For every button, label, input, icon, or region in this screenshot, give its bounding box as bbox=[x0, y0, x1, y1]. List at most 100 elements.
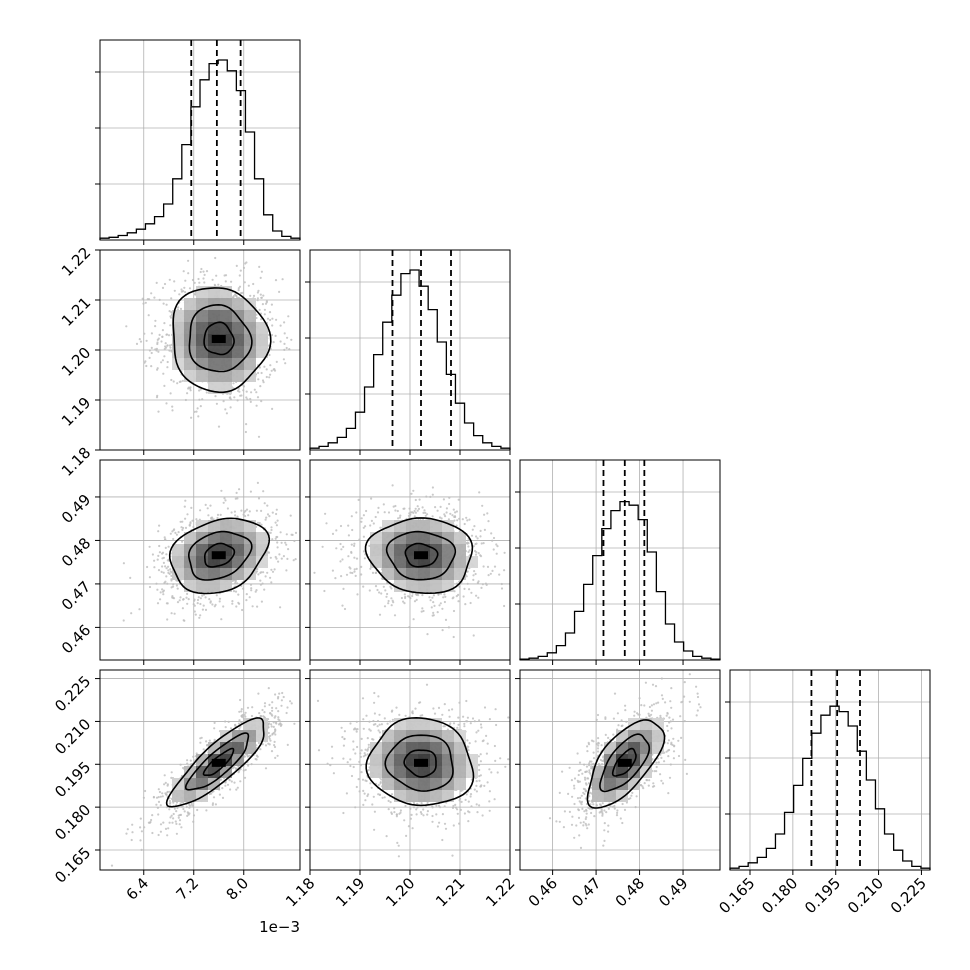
sample-point bbox=[169, 392, 172, 395]
sample-point bbox=[141, 297, 144, 300]
sample-point bbox=[211, 802, 215, 805]
sample-point bbox=[224, 784, 227, 787]
sample-point bbox=[179, 596, 182, 599]
sample-point bbox=[231, 602, 234, 605]
sample-point bbox=[252, 294, 256, 297]
sample-point bbox=[205, 391, 208, 394]
sample-point bbox=[421, 506, 424, 509]
sample-point bbox=[448, 496, 451, 499]
sample-point bbox=[273, 745, 277, 749]
density-cell bbox=[382, 568, 394, 580]
sample-point bbox=[172, 529, 175, 532]
sample-point bbox=[138, 608, 141, 611]
density-cell bbox=[244, 532, 256, 544]
sample-point bbox=[358, 538, 361, 541]
density-cell bbox=[418, 568, 430, 580]
sample-point bbox=[199, 388, 202, 391]
contour-line bbox=[404, 542, 439, 568]
sample-point bbox=[142, 302, 145, 305]
sample-point bbox=[166, 783, 169, 786]
sample-point bbox=[271, 709, 274, 712]
sample-point bbox=[186, 592, 189, 596]
sample-point bbox=[265, 516, 268, 519]
sample-point bbox=[404, 596, 407, 600]
sample-point bbox=[267, 551, 271, 554]
sample-point bbox=[175, 832, 178, 835]
sample-point bbox=[416, 509, 419, 512]
sample-point bbox=[245, 599, 248, 602]
sample-point bbox=[192, 814, 196, 817]
sample-point bbox=[458, 530, 461, 533]
sample-point bbox=[169, 324, 172, 327]
sample-point bbox=[154, 325, 157, 328]
sample-point bbox=[260, 509, 263, 512]
sample-point bbox=[193, 598, 196, 601]
sample-point bbox=[231, 600, 234, 603]
sample-point bbox=[230, 780, 233, 783]
sample-point bbox=[241, 608, 244, 612]
sample-point bbox=[173, 807, 176, 810]
sample-point bbox=[164, 565, 167, 568]
sample-point bbox=[176, 587, 179, 590]
sample-point bbox=[155, 281, 158, 284]
sample-point bbox=[257, 497, 261, 500]
sample-point bbox=[431, 596, 434, 599]
sample-point bbox=[165, 575, 168, 578]
sample-point bbox=[426, 633, 429, 636]
sample-point bbox=[341, 558, 344, 561]
sample-point bbox=[184, 279, 187, 282]
sample-point bbox=[353, 556, 356, 559]
contour-line bbox=[385, 530, 457, 581]
sample-point bbox=[389, 585, 392, 588]
sample-point bbox=[339, 524, 343, 528]
sample-point bbox=[168, 808, 171, 811]
sample-point bbox=[240, 394, 243, 397]
sample-point bbox=[275, 722, 278, 725]
sample-point bbox=[371, 571, 375, 575]
sample-point bbox=[174, 820, 177, 823]
sample-point bbox=[473, 549, 477, 553]
sample-point bbox=[356, 593, 359, 596]
density-cell bbox=[418, 520, 430, 532]
density-cell bbox=[370, 544, 382, 556]
panel-frame bbox=[519, 459, 721, 661]
sample-point bbox=[386, 592, 389, 596]
sample-point bbox=[248, 754, 251, 757]
sample-point bbox=[257, 692, 260, 695]
density-cell bbox=[220, 580, 232, 592]
sample-point bbox=[166, 366, 169, 369]
density-cell bbox=[244, 544, 256, 556]
sample-point bbox=[234, 514, 237, 517]
sample-point bbox=[288, 348, 291, 351]
sample-point bbox=[188, 803, 191, 806]
sample-point bbox=[423, 509, 426, 512]
sample-point bbox=[199, 597, 202, 600]
sample-point bbox=[203, 273, 206, 276]
sample-point bbox=[198, 616, 201, 619]
sample-point bbox=[258, 521, 261, 525]
sample-point bbox=[368, 589, 371, 592]
sample-point bbox=[242, 389, 245, 392]
sample-point bbox=[286, 706, 289, 709]
sample-point bbox=[209, 600, 212, 603]
sample-point bbox=[180, 288, 183, 291]
sample-point bbox=[238, 727, 241, 730]
sample-point bbox=[475, 542, 478, 545]
sample-point bbox=[164, 827, 168, 831]
sample-point bbox=[237, 289, 240, 292]
sample-point bbox=[274, 555, 277, 559]
sample-point bbox=[441, 607, 444, 610]
sample-point bbox=[190, 506, 193, 509]
sample-point bbox=[156, 806, 159, 810]
sample-point bbox=[287, 548, 290, 551]
sample-point bbox=[138, 338, 141, 341]
sample-point bbox=[157, 796, 160, 799]
sample-point bbox=[268, 311, 272, 314]
sample-point bbox=[429, 495, 432, 498]
sample-point bbox=[365, 509, 368, 513]
sample-point bbox=[139, 826, 142, 829]
density-cell bbox=[172, 358, 184, 370]
sample-point bbox=[411, 592, 414, 595]
sample-point bbox=[261, 708, 264, 712]
sample-point bbox=[263, 711, 266, 714]
